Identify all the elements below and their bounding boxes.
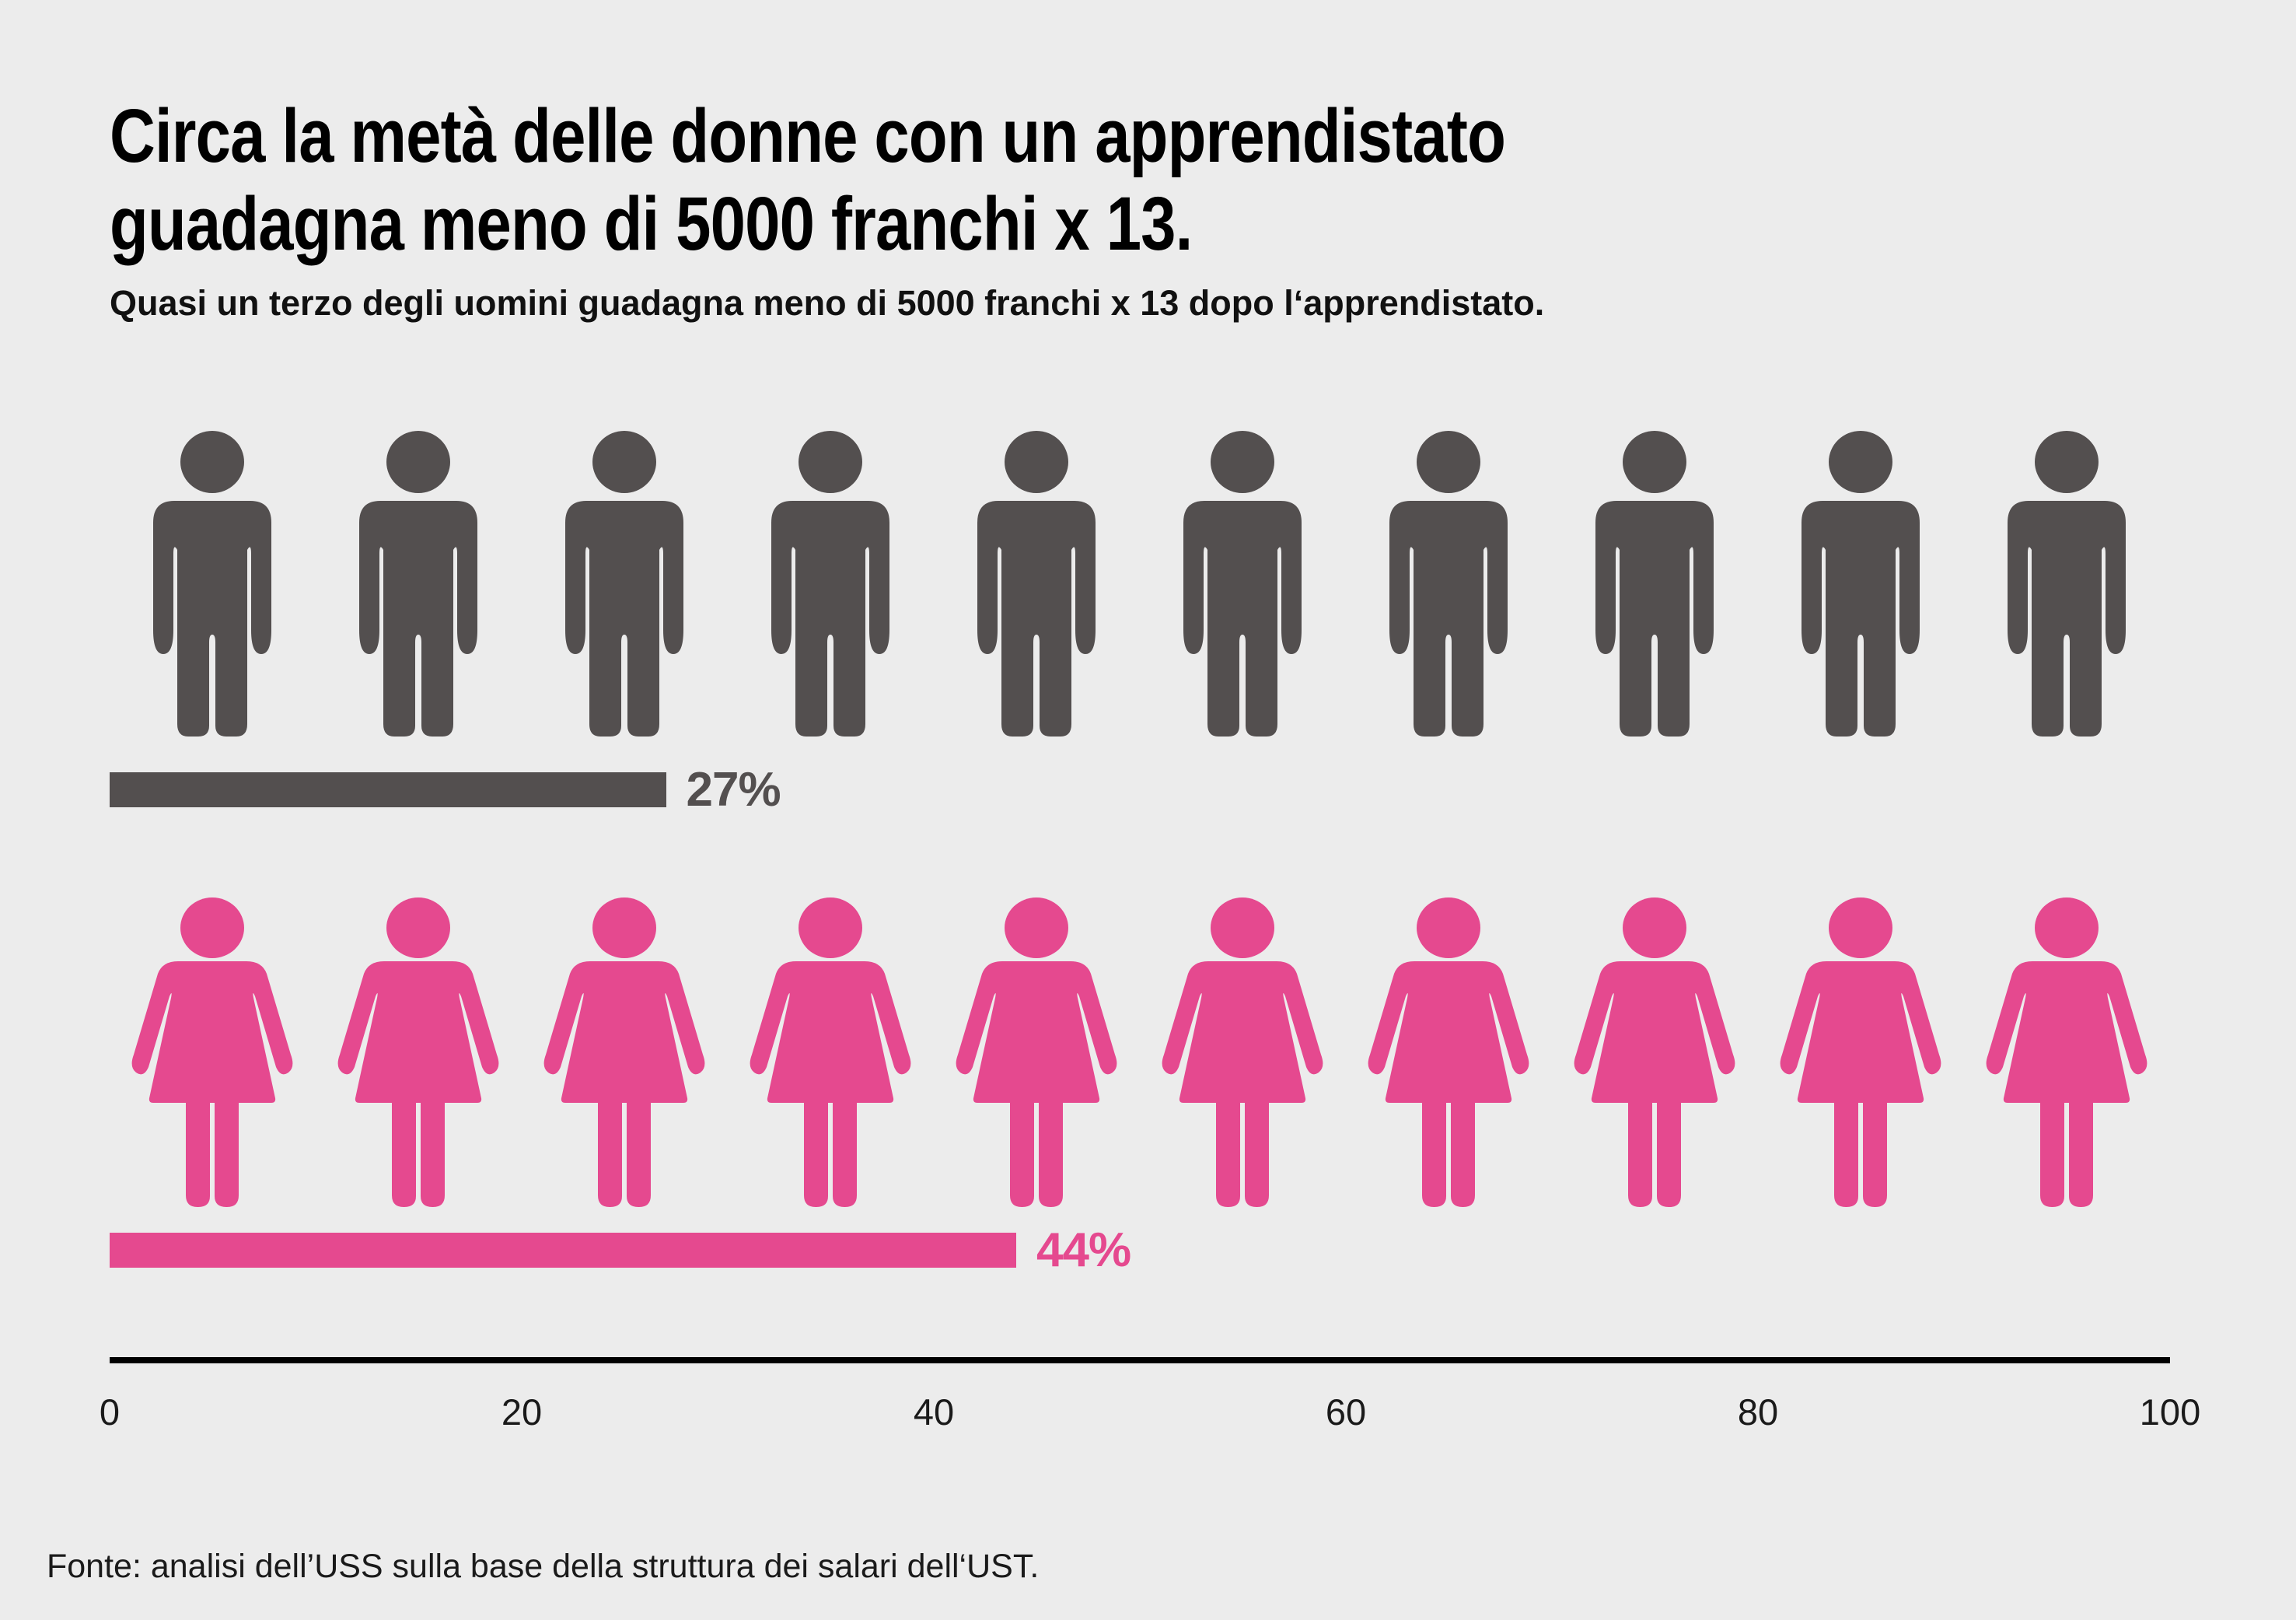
- pictogram-row-men: [153, 431, 2126, 737]
- man-pictogram: [153, 431, 271, 737]
- man-pictogram: [1802, 431, 1920, 737]
- pictogram-row-women: [131, 897, 2147, 1207]
- source-note: Fonte: analisi dell’USS sulla base della…: [47, 1548, 1040, 1585]
- value-label-men: 27%: [686, 763, 781, 817]
- x-axis-tick-label: 100: [2139, 1391, 2201, 1433]
- man-pictogram: [359, 431, 477, 737]
- x-axis-tick-label: 80: [1737, 1391, 1779, 1433]
- man-pictogram: [1595, 431, 1714, 737]
- woman-pictogram: [1780, 897, 1941, 1207]
- value-label-women: 44%: [1036, 1223, 1131, 1277]
- man-pictogram: [1183, 431, 1302, 737]
- man-pictogram: [977, 431, 1096, 737]
- woman-pictogram: [1368, 897, 1529, 1207]
- chart-title: Circa la metà delle donne con un apprend…: [110, 92, 1506, 268]
- x-axis-tick-label: 60: [1325, 1391, 1367, 1433]
- woman-pictogram: [1162, 897, 1323, 1207]
- chart-subtitle: Quasi un terzo degli uomini guadagna men…: [110, 283, 1545, 323]
- woman-pictogram: [1574, 897, 1735, 1207]
- x-axis-tick-label: 40: [913, 1391, 955, 1433]
- x-axis-line: [110, 1357, 2170, 1363]
- woman-pictogram: [750, 897, 911, 1207]
- woman-pictogram: [337, 897, 499, 1207]
- man-pictogram: [771, 431, 889, 737]
- man-pictogram: [565, 431, 683, 737]
- woman-pictogram: [131, 897, 293, 1207]
- x-axis-tick-label: 20: [501, 1391, 543, 1433]
- woman-pictogram: [956, 897, 1117, 1207]
- woman-pictogram: [543, 897, 705, 1207]
- chart-title-line2: guadagna meno di 5000 franchi x 13.: [110, 181, 1193, 266]
- man-pictogram: [1389, 431, 1508, 737]
- bar-men: [110, 772, 666, 807]
- bar-women: [110, 1233, 1016, 1268]
- x-axis-tick-labels: 0 20 40 60 80 100: [0, 1391, 2296, 1437]
- man-pictogram: [2008, 431, 2126, 737]
- chart-title-line1: Circa la metà delle donne con un apprend…: [110, 93, 1506, 178]
- x-axis-tick-label: 0: [99, 1391, 121, 1433]
- woman-pictogram: [1986, 897, 2147, 1207]
